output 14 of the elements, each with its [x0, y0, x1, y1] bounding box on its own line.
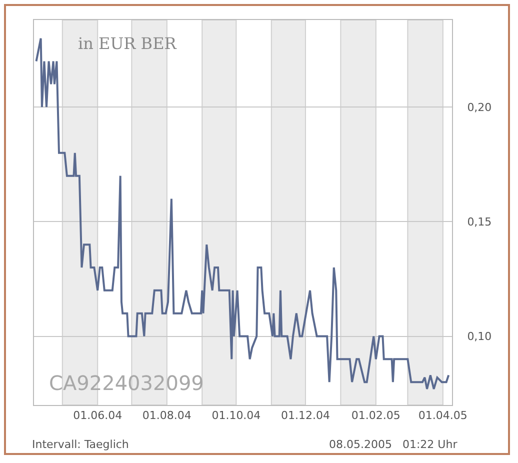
- text: Intervall: Taeglich: [32, 438, 129, 451]
- y-tick-label: 0,15: [467, 216, 492, 229]
- x-tick-label: 01.04.05: [418, 409, 468, 422]
- x-tick-label: 01.08.04: [142, 409, 192, 422]
- y-tick-label: 0,10: [467, 330, 492, 344]
- x-tick-label: 01.02.05: [351, 409, 400, 422]
- x-tick-label: 01.10.04: [212, 409, 261, 422]
- annotation: in EUR BER: [78, 34, 178, 53]
- y-tick-label: 0,20: [467, 100, 492, 114]
- line-series: [35, 37, 450, 390]
- text: 08.05.2005 01:22 Uhr: [329, 438, 458, 451]
- x-tick-label: 01.06.04: [73, 409, 122, 422]
- annotation: CA9224032099: [49, 371, 204, 395]
- x-tick-label: 01.12.04: [280, 409, 330, 422]
